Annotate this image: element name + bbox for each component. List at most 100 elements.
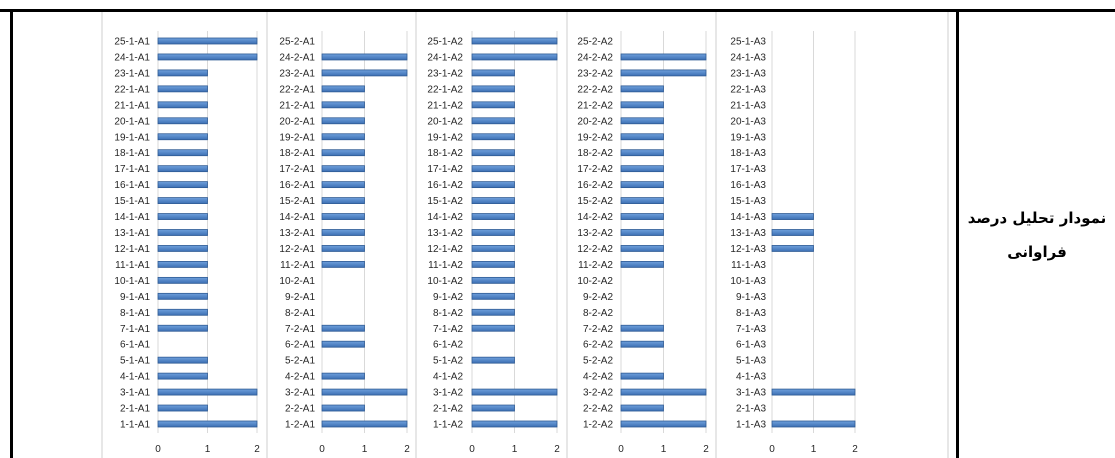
bar xyxy=(321,149,365,157)
category-label: 8-1-A1 xyxy=(120,308,150,319)
x-tick-label: 1 xyxy=(811,444,817,455)
category-label: 14-1-A1 xyxy=(114,212,150,223)
category-label: 6-1-A1 xyxy=(120,340,150,351)
category-label: 17-1-A3 xyxy=(730,164,766,175)
bar xyxy=(620,404,664,412)
bar xyxy=(157,85,208,93)
x-tick-label: 0 xyxy=(618,444,624,455)
x-tick-label: 2 xyxy=(703,444,709,455)
bar xyxy=(321,340,365,348)
category-label: 9-1-A1 xyxy=(120,292,150,303)
x-tick-label: 0 xyxy=(319,444,325,455)
category-label: 15-2-A2 xyxy=(577,196,613,207)
bar xyxy=(771,388,856,396)
row-label-line-1: نمودار تحلیل درصد xyxy=(967,209,1107,227)
category-label: 22-2-A2 xyxy=(577,84,613,95)
category-label: 23-1-A3 xyxy=(730,68,766,79)
category-label: 21-2-A2 xyxy=(577,100,613,111)
category-label: 3-2-A2 xyxy=(583,388,613,399)
category-label: 11-1-A2 xyxy=(428,260,463,271)
bar xyxy=(157,420,258,428)
category-label: 4-1-A3 xyxy=(736,372,766,383)
category-label: 6-1-A3 xyxy=(736,340,766,351)
table-top-border xyxy=(0,9,1115,12)
bar xyxy=(620,149,664,157)
category-label: 25-1-A2 xyxy=(427,37,463,48)
bar xyxy=(471,213,515,220)
category-label: 9-1-A2 xyxy=(433,292,463,303)
bar xyxy=(157,388,258,396)
bar-panel-2: 0 1 21-2-A12-2-A13-2-A14-2-A15-2-A16-2-A17… xyxy=(279,31,410,455)
category-label: 10-1-A3 xyxy=(730,276,766,287)
category-label: 19-2-A1 xyxy=(279,132,315,143)
x-tick-label: 2 xyxy=(554,444,560,455)
bar xyxy=(471,101,515,109)
bar xyxy=(157,324,208,332)
category-label: 5-1-A3 xyxy=(736,356,766,367)
x-tick-label: 1 xyxy=(362,444,368,455)
bar xyxy=(157,37,258,45)
table-column-divider xyxy=(956,9,959,458)
x-tick-label: 0 xyxy=(769,444,775,455)
x-tick-label: 2 xyxy=(254,444,260,455)
category-label: 23-1-A2 xyxy=(427,68,463,79)
bar-panel-1: 0 1 21-1-A12-1-A13-1-A14-1-A15-1-A16-1-A17… xyxy=(114,31,260,455)
category-label: 2-1-A2 xyxy=(433,404,463,415)
bar xyxy=(471,245,515,252)
category-label: 1-2-A1 xyxy=(285,420,315,431)
category-label: 12-2-A2 xyxy=(577,244,613,255)
category-label: 21-1-A1 xyxy=(114,100,150,111)
bar xyxy=(157,404,208,412)
category-label: 3-1-A2 xyxy=(433,388,463,399)
bar xyxy=(157,181,208,189)
bar xyxy=(471,420,558,428)
x-tick-label: 0 xyxy=(469,444,475,455)
bar xyxy=(157,308,208,316)
category-label: 20-1-A2 xyxy=(427,116,463,127)
bar xyxy=(620,69,707,77)
category-label: 5-2-A1 xyxy=(285,356,315,367)
category-label: 5-2-A2 xyxy=(583,356,613,367)
bar-panel-4: 0 1 21-2-A22-2-A23-2-A24-2-A25-2-A26-2-A27… xyxy=(577,31,709,455)
bar xyxy=(157,276,208,284)
bar-panel-5: 0 1 21-1-A32-1-A33-1-A34-1-A35-1-A36-1-A37… xyxy=(730,31,858,455)
category-label: 18-2-A2 xyxy=(577,148,613,159)
bar xyxy=(471,53,558,61)
category-label: 11-2-A2 xyxy=(578,260,613,271)
category-label: 13-1-A2 xyxy=(427,228,463,239)
category-label: 17-2-A2 xyxy=(577,164,613,175)
bar xyxy=(157,165,208,173)
category-label: 19-1-A3 xyxy=(730,132,766,143)
category-label: 20-2-A1 xyxy=(279,116,315,127)
category-label: 23-1-A1 xyxy=(114,68,150,79)
category-label: 11-2-A1 xyxy=(280,260,315,271)
category-label: 24-1-A3 xyxy=(730,52,766,63)
category-label: 21-2-A1 xyxy=(279,100,315,111)
category-label: 18-1-A2 xyxy=(427,148,463,159)
category-label: 22-2-A1 xyxy=(279,84,315,95)
bar xyxy=(321,229,365,236)
category-label: 10-2-A1 xyxy=(279,276,315,287)
bar xyxy=(471,133,515,141)
category-label: 9-1-A3 xyxy=(736,292,766,303)
category-label: 15-1-A1 xyxy=(114,196,150,207)
category-label: 1-1-A3 xyxy=(736,420,766,431)
category-label: 7-1-A1 xyxy=(120,324,150,335)
category-label: 12-1-A2 xyxy=(427,244,463,255)
category-label: 4-2-A2 xyxy=(583,372,613,383)
category-label: 13-2-A2 xyxy=(577,228,613,239)
category-label: 17-1-A2 xyxy=(427,164,463,175)
bar xyxy=(321,117,365,125)
category-label: 19-1-A2 xyxy=(427,132,463,143)
category-label: 8-2-A1 xyxy=(285,308,315,319)
category-label: 20-1-A1 xyxy=(114,116,150,127)
bar xyxy=(771,245,814,252)
category-label: 23-2-A2 xyxy=(577,68,613,79)
bar xyxy=(771,420,856,428)
category-label: 3-1-A1 xyxy=(120,388,150,399)
x-tick-label: 1 xyxy=(205,444,211,455)
category-label: 9-2-A1 xyxy=(285,292,315,303)
bar xyxy=(771,213,814,220)
category-label: 12-1-A3 xyxy=(730,244,766,255)
bar xyxy=(620,388,707,396)
